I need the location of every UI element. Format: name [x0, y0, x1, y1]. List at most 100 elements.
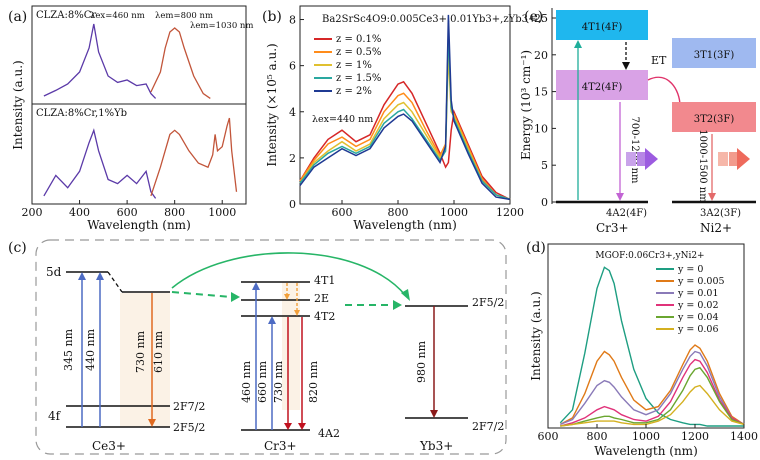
panel-b-legend-label: z = 1%	[336, 60, 372, 71]
ce-345-arrowhead	[78, 272, 86, 280]
panel-b-series-line	[299, 42, 511, 201]
panel-d-xlabel: Wavelength (nm)	[594, 444, 698, 458]
panel-b-xlabel: Wavelength (nm)	[353, 218, 457, 232]
cr-820-label: 820 nm	[307, 360, 320, 403]
panel-a-tick-label: 800	[164, 206, 185, 219]
ni-emission-arrowhead-big	[737, 148, 750, 170]
panel-d-tick-label: 1000	[632, 430, 660, 443]
cr-4a2-label: 4A2	[318, 427, 340, 440]
panel-b-label: (b)	[262, 9, 282, 25]
panel-e: (e) 0 5 10 15 20 25 Energy (10³ cm⁻¹) 4T1(4F)…	[519, 8, 756, 235]
panel-d-legend-label: y = 0.02	[677, 300, 719, 311]
panel-b-series-line	[299, 14, 511, 201]
panel-d-series-line	[560, 350, 745, 426]
panel-d-tick-label: 1400	[730, 430, 758, 443]
panel-d-tick-label: 1200	[681, 430, 709, 443]
panel-b-title: Ba2SrSc4O9:0.005Ce3+,0.01Yb3+,zYb3+	[322, 14, 536, 25]
panel-d-series	[559, 266, 745, 427]
panel-d-tick-label: 800	[587, 430, 608, 443]
ce-730-label: 730 nm	[134, 330, 147, 373]
panel-b-legend-label: z = 1.5%	[336, 73, 381, 84]
panel-d-legend-label: y = 0.04	[677, 312, 719, 323]
panel-d-ylabel: Intensity (a.u.)	[529, 291, 543, 380]
cr-yb-transfer-arrowhead	[393, 300, 402, 310]
panel-d-frame	[547, 243, 745, 429]
ce-cr-transfer-arrowhead	[231, 292, 240, 302]
panel-d-series-line	[560, 384, 745, 427]
cr-relax-arrowhead-1	[284, 294, 290, 300]
panel-a: (a) CLZA:8%Cr CLZA:8%Cr,1%Yb λex=460 nm …	[8, 5, 253, 232]
panel-a-tick-label: 600	[117, 206, 138, 219]
cr-660-label: 660 nm	[256, 360, 269, 403]
panel-e-label: (e)	[524, 9, 543, 25]
cr-emission-arrowhead-big	[645, 148, 658, 170]
ni-3t1-box	[672, 38, 756, 68]
panel-a-xticks: 200 400 600 800 1000	[22, 200, 236, 219]
panel-d-legend-label: y = 0.06	[677, 324, 719, 335]
cr-emission-label: 700-1200 nm	[629, 116, 640, 184]
ce-ion-label: Ce3+	[92, 439, 126, 453]
panel-d-legend-label: y = 0	[677, 264, 703, 275]
yb-980-label: 980 nm	[415, 340, 428, 383]
ce-yb-transfer-arrowhead	[401, 289, 410, 301]
panel-b-ytick-label: 8	[289, 14, 296, 27]
panel-a-xlabel: Wavelength (nm)	[87, 218, 191, 232]
panel-e-tick-label: 15	[534, 86, 548, 99]
ce-cr-transfer-arrow	[171, 291, 233, 298]
cr-4t1-label: 4T1	[314, 274, 335, 287]
panel-b-ytick-label: 0	[289, 198, 296, 211]
panel-d-title: MGOF:0.06Cr3+,yNi2+	[595, 251, 704, 261]
ce-610-label: 610 nm	[152, 330, 165, 373]
panel-b-ytick-label: 2	[289, 152, 296, 165]
panel-a-series-line	[43, 23, 157, 99]
cr-4t2-box	[556, 70, 648, 100]
ni-emission-label: 1000-1500 nm	[697, 129, 708, 203]
panel-b-excitation: λex=440 nm	[312, 114, 373, 125]
panel-b-ticks: 600 800 1000 1200 0 2 4 6 8	[289, 14, 524, 219]
ce-2f52-label: 2F5/2	[173, 421, 205, 434]
ce-5d-label: 5d	[46, 265, 62, 279]
panel-a-tick-label: 400	[69, 206, 90, 219]
panel-b-series	[299, 14, 511, 201]
panel-a-legend-2: λem=800 nm	[155, 11, 213, 21]
cr-820-arrowhead	[298, 423, 306, 430]
ce-345-label: 345 nm	[62, 328, 75, 371]
panel-a-series-line	[150, 117, 238, 197]
panel-d-label: (d)	[526, 240, 546, 256]
panel-d-tick-label: 600	[538, 430, 559, 443]
panel-b-xtick-label: 1000	[440, 206, 468, 219]
panel-e-tick-label: 20	[534, 49, 548, 62]
panel-b-ytick-label: 4	[289, 106, 296, 119]
cr-ion-label: Cr3+	[264, 439, 297, 453]
panel-d-series-line	[560, 366, 745, 427]
panel-d-series-line	[559, 266, 744, 427]
cr-2e-label: 2E	[314, 292, 329, 305]
et-label: ET	[651, 54, 667, 67]
panel-b-xtick-label: 600	[332, 206, 353, 219]
cr-relax-arrowhead	[622, 62, 630, 70]
panel-b-legend-label: z = 0.1%	[336, 34, 381, 45]
panel-d: (d) MGOF:0.06Cr3+,yNi2+ y = 0y = 0.005y …	[526, 240, 758, 458]
panel-b-legend: z = 0.1% z = 0.5% z = 1% z = 1.5% z = 2%	[314, 34, 381, 97]
cr-ion-e-label: Cr3+	[596, 221, 629, 235]
cr-730-label: 730 nm	[272, 360, 285, 403]
yb-2f52-label: 2F5/2	[472, 296, 504, 309]
ni-emission-arrowhead	[708, 193, 716, 201]
ce-emission-arrowhead	[148, 419, 156, 427]
panel-a-tick-label: 1000	[208, 206, 236, 219]
cr-4t2-label: 4T2	[314, 310, 335, 323]
panel-d-series-line	[559, 344, 745, 426]
cr-4t1-box	[556, 10, 648, 40]
ce-4f-label: 4f	[48, 409, 62, 423]
panel-d-legend-label: y = 0.01	[677, 288, 719, 299]
ce-relax-line	[107, 271, 123, 293]
panel-d-xticks: 600 800 1000 1200 1400	[538, 424, 758, 443]
ce-shaded-region	[120, 293, 170, 427]
panel-a-frame	[31, 5, 247, 205]
cr-ground-label: 4A2(4F)	[606, 208, 647, 219]
panel-b-legend-label: z = 0.5%	[336, 47, 381, 58]
cr-4t2-box-label: 4T2(4F)	[582, 82, 623, 93]
ni-ion-e-label: Ni2+	[700, 221, 732, 235]
panel-e-tick-label: 0	[541, 196, 548, 209]
panel-b-frame	[299, 5, 511, 205]
